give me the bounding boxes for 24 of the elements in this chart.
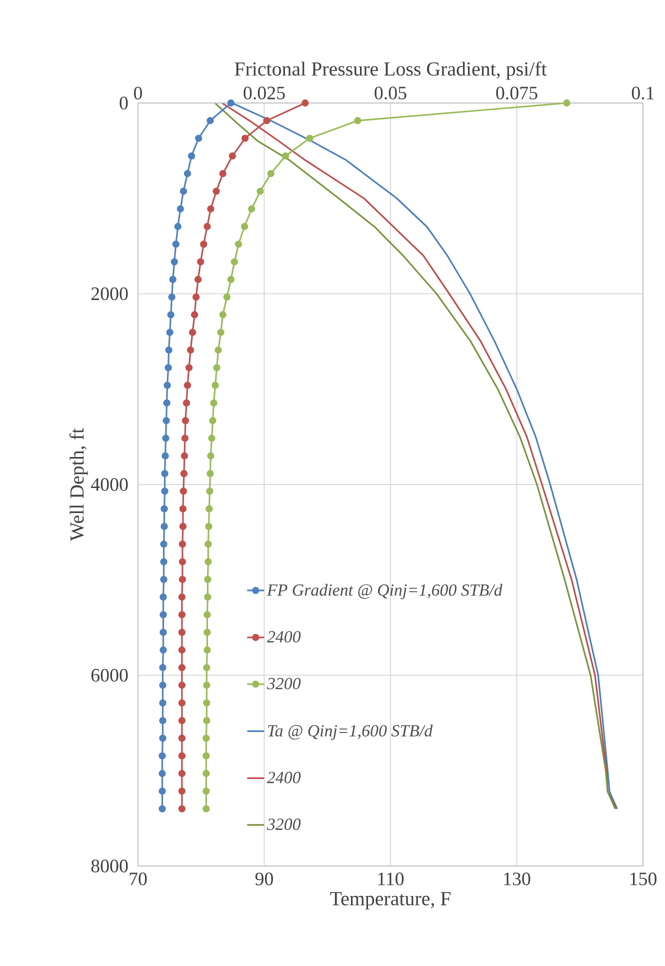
x2-tick-label: 0.05 (374, 86, 406, 100)
x-tick-label: 110 (378, 872, 404, 886)
y-tick-label: 0 (120, 96, 128, 110)
y-axis-title: Well Depth, ft (70, 428, 88, 541)
x-tick-label: 70 (130, 872, 147, 886)
x-tick-label: 90 (255, 872, 273, 886)
x2-tick-label: 0 (134, 86, 142, 100)
y-tick-label: 8000 (91, 860, 128, 872)
x2-tick-label: 0.1 (632, 86, 654, 100)
x-axis-title: Temperature, F (330, 892, 451, 910)
y-tick-label: 4000 (91, 478, 128, 491)
legend-label: Ta @ Qinj=1,600 STB/d (268, 724, 433, 740)
x-tick-label: 130 (504, 872, 530, 886)
legend-label: 3200 (266, 678, 301, 690)
legend-label: FP Gradient @ Qinj=1,600 STB/d (266, 584, 502, 600)
x2-tick-label: 0.075 (496, 86, 538, 100)
x2-axis-title: Frictonal Pressure Loss Gradient, psi/ft (234, 62, 547, 80)
y-tick-label: 2000 (91, 287, 128, 300)
x2-tick-label: 0.025 (244, 86, 285, 100)
y-tick-label: 6000 (91, 668, 128, 682)
x-tick-label: 150 (630, 872, 656, 886)
legend-label: 2400 (266, 772, 301, 784)
legend-label: 2400 (266, 631, 301, 643)
legend-label: 3200 (266, 818, 301, 830)
